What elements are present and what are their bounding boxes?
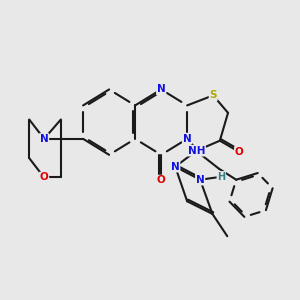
Text: H: H [217,172,225,182]
Text: N: N [157,84,166,94]
Text: N: N [171,162,180,172]
Text: O: O [40,172,49,182]
Text: O: O [157,176,166,185]
Text: NH: NH [188,146,205,156]
Text: S: S [209,90,217,100]
Text: O: O [235,147,244,157]
Text: N: N [40,134,49,144]
Text: N: N [196,175,205,185]
Text: N: N [183,134,191,144]
